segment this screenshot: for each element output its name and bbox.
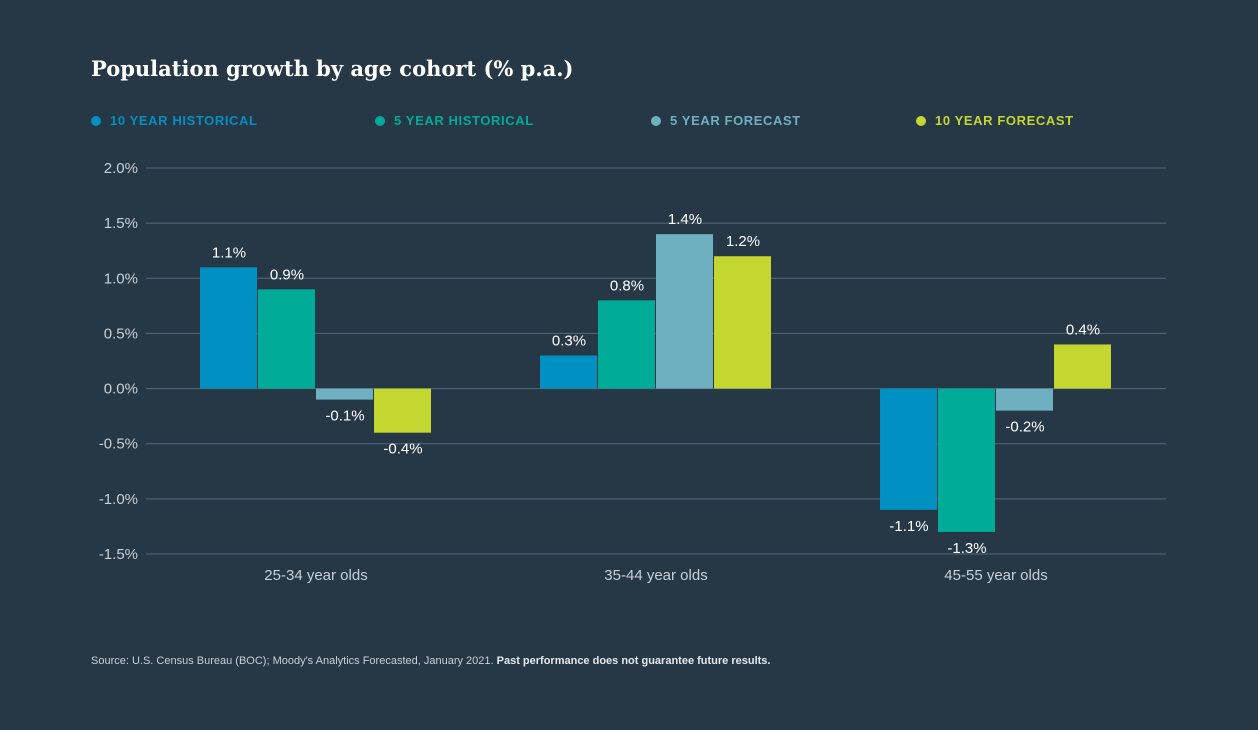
bar bbox=[598, 300, 655, 389]
data-label: 1.1% bbox=[212, 244, 246, 261]
data-label: -0.1% bbox=[325, 408, 364, 425]
bar bbox=[1054, 344, 1111, 389]
data-label: -0.4% bbox=[383, 441, 422, 458]
legend: 10 YEAR HISTORICAL 5 YEAR HISTORICAL 5 Y… bbox=[0, 113, 1258, 133]
legend-label: 10 YEAR FORECAST bbox=[935, 113, 1074, 128]
disclaimer-text: Past performance does not guarantee futu… bbox=[496, 655, 771, 667]
bar bbox=[996, 388, 1053, 411]
legend-item-5-year-historical: 5 YEAR HISTORICAL bbox=[375, 113, 534, 128]
source-text: Source: U.S. Census Bureau (BOC); Moody'… bbox=[91, 655, 497, 667]
legend-label: 5 YEAR HISTORICAL bbox=[394, 113, 534, 128]
data-label: -0.2% bbox=[1005, 419, 1044, 436]
legend-item-10-year-historical: 10 YEAR HISTORICAL bbox=[91, 113, 258, 128]
bar bbox=[258, 289, 315, 389]
data-label: 0.9% bbox=[270, 266, 304, 283]
data-label: 0.4% bbox=[1066, 321, 1100, 338]
data-label: 1.2% bbox=[726, 233, 760, 250]
y-tick-label: -1.0% bbox=[99, 491, 138, 508]
source-note: Source: U.S. Census Bureau (BOC); Moody'… bbox=[91, 655, 770, 667]
y-tick-label: -1.5% bbox=[99, 546, 138, 563]
y-tick-label: 1.0% bbox=[104, 270, 138, 287]
legend-label: 5 YEAR FORECAST bbox=[670, 113, 801, 128]
bar bbox=[656, 234, 713, 389]
legend-item-10-year-forecast: 10 YEAR FORECAST bbox=[916, 113, 1074, 128]
legend-dot-icon bbox=[91, 115, 101, 126]
y-tick-label: -0.5% bbox=[99, 436, 138, 453]
y-tick-label: 0.0% bbox=[104, 381, 138, 398]
data-label: -1.3% bbox=[947, 540, 986, 557]
bar bbox=[714, 256, 771, 389]
y-tick-label: 2.0% bbox=[104, 160, 138, 177]
x-tick-label: 25-34 year olds bbox=[264, 567, 367, 584]
bar bbox=[316, 388, 373, 400]
data-label: -1.1% bbox=[889, 518, 928, 535]
bar bbox=[374, 388, 431, 433]
y-tick-label: 0.5% bbox=[104, 325, 138, 342]
bar bbox=[880, 388, 937, 510]
data-label: 0.3% bbox=[552, 332, 586, 349]
x-tick-label: 45-55 year olds bbox=[944, 567, 1047, 584]
legend-item-5-year-forecast: 5 YEAR FORECAST bbox=[651, 113, 801, 128]
legend-label: 10 YEAR HISTORICAL bbox=[110, 113, 258, 128]
legend-dot-icon bbox=[375, 115, 385, 126]
y-tick-label: 1.5% bbox=[104, 215, 138, 232]
data-label: 0.8% bbox=[610, 277, 644, 294]
x-tick-label: 35-44 year olds bbox=[604, 567, 707, 584]
legend-dot-icon bbox=[916, 115, 926, 126]
data-label: 1.4% bbox=[668, 211, 702, 228]
bar-chart: 2.0% 1.5% 1.0% 0.5% 0.0% -0.5% -1.0% -1.5% 1.1% 0… bbox=[99, 160, 1166, 584]
bar bbox=[540, 355, 597, 389]
chart-title: Population growth by age cohort (% p.a.) bbox=[91, 56, 574, 81]
legend-dot-icon bbox=[651, 115, 661, 126]
bar bbox=[200, 267, 257, 389]
bar bbox=[938, 388, 995, 532]
